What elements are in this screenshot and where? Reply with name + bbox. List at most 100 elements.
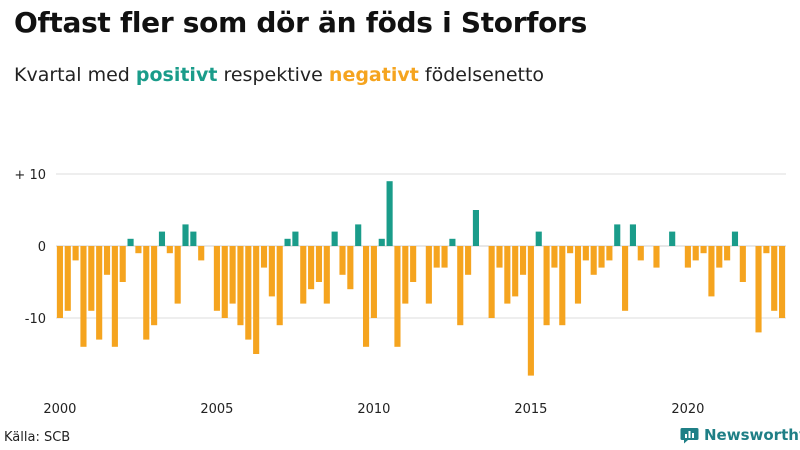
bar bbox=[394, 246, 401, 347]
bar bbox=[56, 246, 63, 318]
bar bbox=[739, 246, 746, 282]
bar bbox=[72, 246, 79, 261]
bar bbox=[519, 246, 527, 275]
bar bbox=[151, 246, 158, 326]
bar bbox=[190, 231, 197, 246]
bar bbox=[245, 246, 252, 340]
bar bbox=[567, 246, 574, 254]
bar bbox=[512, 246, 519, 297]
bar bbox=[292, 231, 299, 246]
bar bbox=[143, 246, 150, 340]
bar bbox=[669, 231, 676, 246]
bar bbox=[362, 246, 370, 347]
bar bbox=[260, 246, 268, 268]
bar bbox=[88, 246, 95, 311]
bar bbox=[64, 246, 71, 311]
bar bbox=[716, 246, 723, 268]
bar bbox=[103, 246, 111, 275]
bar bbox=[323, 246, 330, 304]
bar bbox=[606, 246, 613, 261]
bar bbox=[386, 181, 393, 246]
newsworthy-logo-icon bbox=[680, 427, 699, 443]
bar bbox=[472, 210, 479, 246]
bar bbox=[315, 246, 323, 282]
source-note: Källa: SCB bbox=[4, 430, 71, 445]
bar bbox=[166, 246, 173, 254]
x-tick-label: 2010 bbox=[357, 402, 390, 417]
bar bbox=[80, 246, 87, 347]
bar-chart: + 10 0 -10 2000 2005 2010 2015 2020 bbox=[14, 168, 786, 417]
bar bbox=[229, 246, 236, 304]
x-tick-label: 2005 bbox=[200, 402, 233, 417]
bar bbox=[543, 246, 550, 326]
bar bbox=[308, 246, 315, 290]
bar bbox=[535, 231, 542, 246]
bar bbox=[182, 224, 189, 246]
bar bbox=[582, 246, 589, 261]
bar bbox=[488, 246, 495, 318]
bar bbox=[527, 246, 534, 376]
bar bbox=[174, 246, 181, 304]
y-tick-label: + 10 bbox=[14, 168, 46, 183]
bar bbox=[457, 246, 464, 326]
bar bbox=[771, 246, 778, 311]
bar bbox=[410, 246, 417, 282]
brand-name: Newsworthy bbox=[704, 426, 800, 444]
bar bbox=[111, 246, 118, 347]
bar bbox=[504, 246, 511, 304]
bar bbox=[692, 246, 699, 261]
bar bbox=[213, 246, 220, 311]
bar bbox=[331, 231, 338, 246]
bar bbox=[378, 238, 385, 246]
bar bbox=[629, 224, 636, 246]
x-tick-label: 2015 bbox=[514, 402, 547, 417]
bar bbox=[779, 246, 786, 318]
bar bbox=[574, 246, 582, 304]
bar bbox=[119, 246, 126, 282]
x-tick-label: 2020 bbox=[671, 402, 704, 417]
bar bbox=[559, 246, 566, 326]
bar bbox=[700, 246, 707, 254]
bar bbox=[221, 246, 228, 318]
y-tick-label: 0 bbox=[38, 240, 46, 255]
brand-logo: Newsworthy bbox=[680, 426, 800, 444]
chart-subtitle: Kvartal med positivt respektive negativt… bbox=[14, 64, 544, 86]
bar bbox=[433, 246, 440, 268]
bar bbox=[300, 246, 307, 304]
bar bbox=[96, 246, 103, 340]
bar bbox=[724, 246, 731, 261]
bar bbox=[127, 238, 134, 246]
bar bbox=[276, 246, 283, 326]
bar bbox=[339, 246, 346, 275]
bar bbox=[237, 246, 244, 326]
bar bbox=[370, 246, 377, 318]
bar bbox=[449, 238, 456, 246]
bar bbox=[198, 246, 205, 261]
chart-title: Oftast fler som dör än föds i Storfors bbox=[14, 6, 587, 39]
subtitle-positive: positivt bbox=[135, 64, 218, 86]
bar bbox=[622, 246, 629, 311]
bar bbox=[551, 246, 558, 268]
bar bbox=[763, 246, 770, 254]
bar bbox=[614, 224, 621, 246]
bar bbox=[496, 246, 503, 268]
bar bbox=[425, 246, 432, 304]
x-tick-label: 2000 bbox=[43, 402, 76, 417]
bar bbox=[684, 246, 691, 268]
bar bbox=[653, 246, 660, 268]
bar bbox=[158, 231, 166, 246]
subtitle-negative: negativt bbox=[328, 64, 419, 86]
bar bbox=[598, 246, 605, 268]
bar bbox=[708, 246, 715, 297]
bar bbox=[135, 246, 142, 254]
bar bbox=[465, 246, 472, 275]
bar bbox=[355, 224, 362, 246]
subtitle-prefix: Kvartal med bbox=[14, 64, 130, 86]
bar bbox=[347, 246, 354, 290]
bar bbox=[755, 246, 762, 333]
bar bbox=[253, 246, 260, 354]
bar bbox=[731, 231, 739, 246]
bar bbox=[590, 246, 597, 275]
bar bbox=[637, 246, 644, 261]
bar bbox=[402, 246, 409, 304]
